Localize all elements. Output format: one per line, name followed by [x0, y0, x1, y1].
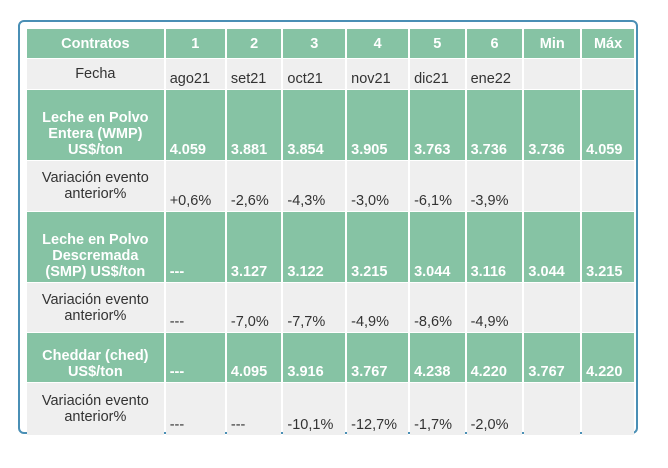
value-cell: 3.916: [283, 333, 346, 382]
value-cell: -2,6%: [226, 161, 282, 211]
value-cell: 3.767: [524, 333, 581, 382]
value-cell: [582, 383, 634, 435]
value-cell: ---: [165, 383, 225, 435]
value-cell: -6,1%: [410, 161, 465, 211]
table-row: Leche en Polvo Descremada (SMP) US$/ton -…: [27, 212, 634, 282]
table-row: Variación evento anterior% --- --- -10,1% -1…: [27, 383, 634, 435]
table-row: Variación evento anterior% --- -7,0% -7,7% -…: [27, 283, 634, 332]
value-cell: ---: [226, 383, 282, 435]
value-cell: +0,6%: [165, 161, 225, 211]
value-cell: 4.220: [466, 333, 523, 382]
row-label: Variación evento anterior%: [27, 383, 164, 435]
table-row: Variación evento anterior% +0,6% -2,6% -4,3…: [27, 161, 634, 211]
value-cell: 3.127: [226, 212, 282, 282]
value-cell: 3.736: [524, 90, 581, 160]
value-cell: 3.854: [283, 90, 346, 160]
header-cell: 1: [165, 29, 225, 58]
value-cell: 4.059: [582, 90, 634, 160]
value-cell: [524, 383, 581, 435]
header-cell: Máx: [582, 29, 634, 58]
row-label: Variación evento anterior%: [27, 161, 164, 211]
value-cell: -8,6%: [410, 283, 465, 332]
value-cell: oct21: [283, 59, 346, 89]
value-cell: 3.215: [582, 212, 634, 282]
table-row: Leche en Polvo Entera (WMP) US$/ton 4.059…: [27, 90, 634, 160]
header-cell: 2: [226, 29, 282, 58]
header-cell: Min: [524, 29, 581, 58]
value-cell: 4.220: [582, 333, 634, 382]
value-cell: -4,9%: [347, 283, 409, 332]
value-cell: ---: [165, 283, 225, 332]
value-cell: set21: [226, 59, 282, 89]
value-cell: -4,3%: [283, 161, 346, 211]
header-cell: 3: [283, 29, 346, 58]
header-cell: 5: [410, 29, 465, 58]
value-cell: [524, 161, 581, 211]
value-cell: -2,0%: [466, 383, 523, 435]
value-cell: 3.763: [410, 90, 465, 160]
value-cell: [524, 59, 581, 89]
header-row: Contratos 1 2 3 4 5 6 Min Máx: [27, 29, 634, 58]
value-cell: -7,0%: [226, 283, 282, 332]
value-cell: 3.215: [347, 212, 409, 282]
value-cell: [582, 283, 634, 332]
table-frame: Contratos 1 2 3 4 5 6 Min Máx Fecha ago21 set21 oct2…: [18, 20, 638, 436]
value-cell: -3,0%: [347, 161, 409, 211]
value-cell: -4,9%: [466, 283, 523, 332]
value-cell: -1,7%: [410, 383, 465, 435]
header-cell: 4: [347, 29, 409, 58]
value-cell: -7,7%: [283, 283, 346, 332]
value-cell: [524, 283, 581, 332]
row-label: Variación evento anterior%: [27, 283, 164, 332]
value-cell: [582, 59, 634, 89]
value-cell: ene22: [466, 59, 523, 89]
value-cell: 3.122: [283, 212, 346, 282]
row-label: Cheddar (ched) US$/ton: [27, 333, 164, 382]
value-cell: -3,9%: [466, 161, 523, 211]
header-cell: Contratos: [27, 29, 164, 58]
table-row: Fecha ago21 set21 oct21 nov21 dic21 ene22: [27, 59, 634, 89]
value-cell: 3.736: [466, 90, 523, 160]
value-cell: ---: [165, 212, 225, 282]
value-cell: dic21: [410, 59, 465, 89]
row-label: Fecha: [27, 59, 164, 89]
value-cell: 4.059: [165, 90, 225, 160]
value-cell: -12,7%: [347, 383, 409, 435]
row-label: Leche en Polvo Entera (WMP) US$/ton: [27, 90, 164, 160]
value-cell: 3.044: [410, 212, 465, 282]
value-cell: 3.116: [466, 212, 523, 282]
value-cell: nov21: [347, 59, 409, 89]
table-row: Cheddar (ched) US$/ton --- 4.095 3.916 3.767…: [27, 333, 634, 382]
row-label: Leche en Polvo Descremada (SMP) US$/ton: [27, 212, 164, 282]
value-cell: 4.095: [226, 333, 282, 382]
value-cell: 4.238: [410, 333, 465, 382]
value-cell: 3.881: [226, 90, 282, 160]
value-cell: 3.905: [347, 90, 409, 160]
value-cell: 3.044: [524, 212, 581, 282]
value-cell: ago21: [165, 59, 225, 89]
value-cell: 3.767: [347, 333, 409, 382]
contracts-table: Contratos 1 2 3 4 5 6 Min Máx Fecha ago21 set21 oct2…: [25, 28, 636, 436]
value-cell: -10,1%: [283, 383, 346, 435]
value-cell: [582, 161, 634, 211]
value-cell: ---: [165, 333, 225, 382]
header-cell: 6: [466, 29, 523, 58]
